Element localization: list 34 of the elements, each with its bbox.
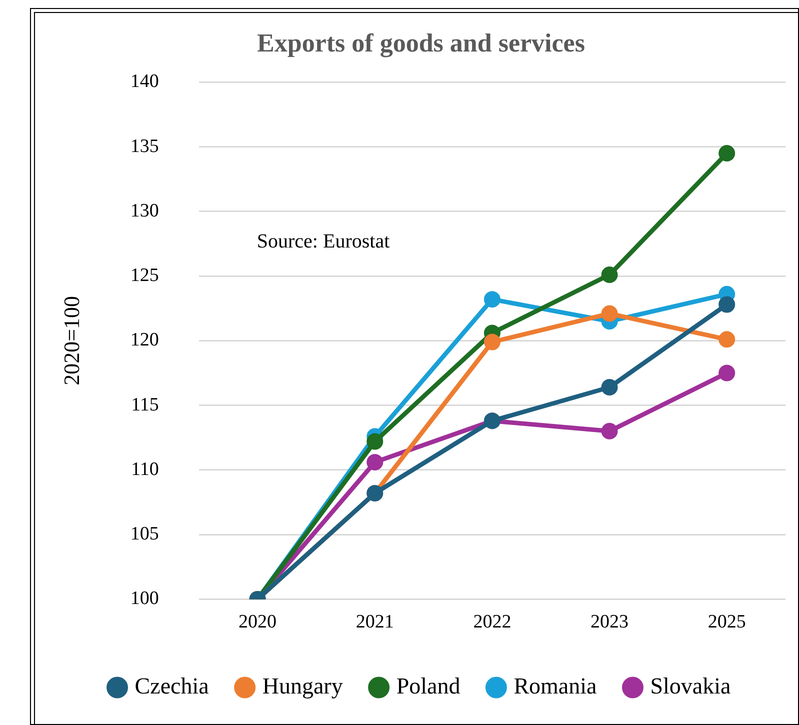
x-tick-label: 2021	[356, 612, 394, 633]
point	[601, 266, 618, 284]
point	[484, 291, 500, 308]
y-tick-label: 140	[130, 71, 159, 92]
y-tick-label: 130	[130, 200, 159, 222]
x-tick-label: 2025	[708, 612, 746, 633]
point	[601, 422, 618, 440]
annotation: Source: Eurostat	[256, 230, 390, 253]
y-tick-label: 135	[130, 136, 159, 157]
x-tick-label: 2023	[590, 612, 629, 633]
y-tick-label: 100	[130, 588, 159, 610]
legend-label: Romania	[514, 674, 597, 699]
point	[366, 433, 384, 450]
point	[718, 331, 736, 348]
point	[718, 296, 736, 313]
point	[718, 145, 736, 162]
legend-label: Czechia	[134, 674, 209, 699]
legend-label: Hungary	[262, 674, 344, 699]
legend-label: Poland	[396, 674, 461, 699]
point	[484, 334, 500, 350]
x-tick-label: 2022	[473, 612, 512, 633]
chart-title: Exports of goods and services	[257, 28, 585, 58]
legend-label: Slovakia	[650, 674, 731, 699]
point	[366, 454, 384, 470]
y-axis-title: 2020=100	[58, 296, 84, 386]
y-tick-label: 105	[130, 524, 159, 545]
x-tick-label: 2020	[238, 612, 277, 633]
point	[601, 378, 618, 396]
point	[601, 305, 618, 322]
y-tick-label: 120	[130, 330, 159, 351]
y-tick-label: 115	[131, 394, 159, 416]
y-tick-label: 110	[131, 458, 159, 480]
y-tick-label: 125	[130, 265, 159, 286]
point	[718, 364, 736, 382]
